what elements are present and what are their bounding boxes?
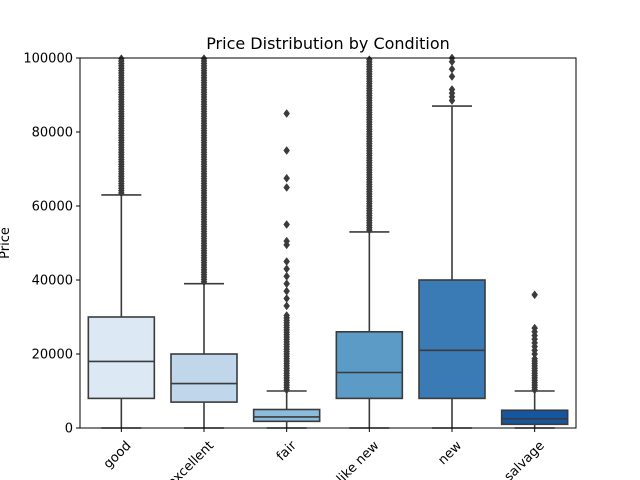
x-axis: good excellent fair like new new salvage <box>101 428 548 480</box>
axes-frame <box>79 57 577 429</box>
outlier-point <box>283 109 290 118</box>
y-tick-label: 80000 <box>32 126 73 141</box>
x-tick-label: new <box>435 438 465 468</box>
box-iqr <box>87 316 156 400</box>
x-tick-label: like new <box>334 438 383 480</box>
box-group-new <box>418 53 486 429</box>
x-tick-label: excellent <box>165 438 217 480</box>
outlier-point <box>283 294 290 303</box>
outlier-point <box>283 220 290 229</box>
outlier-point <box>448 64 456 74</box>
box-iqr <box>170 353 238 403</box>
outlier-point <box>531 290 538 300</box>
outlier-point <box>531 354 538 364</box>
outlier-point <box>283 236 290 246</box>
y-tick-label: 20000 <box>32 348 73 363</box>
outlier-point <box>283 264 290 274</box>
box-group-fair <box>252 109 321 429</box>
y-tick-label: 100000 <box>23 52 73 67</box>
y-tick-label: 0 <box>65 422 73 437</box>
outlier-point <box>200 54 208 64</box>
outlier-point <box>283 257 290 266</box>
x-tick-label: good <box>101 438 135 472</box>
box-iqr <box>252 408 321 423</box>
chart-title: Price Distribution by Condition <box>206 34 450 53</box>
y-tick-label: 60000 <box>32 200 73 215</box>
y-tick-label: 40000 <box>32 274 73 289</box>
outlier-point <box>283 183 290 192</box>
box-group-salvage <box>500 290 569 429</box>
box-iqr <box>418 279 486 400</box>
y-axis: 0 20000 40000 60000 80000 100000 <box>23 52 80 437</box>
y-axis-label: Price <box>0 227 13 259</box>
outlier-point <box>283 286 290 296</box>
box-iqr <box>335 330 404 400</box>
x-tick-label: fair <box>274 438 300 464</box>
outlier-point <box>448 85 456 94</box>
x-tick-label: salvage <box>502 438 548 480</box>
outlier-point <box>283 271 290 281</box>
box-group-good <box>87 54 156 429</box>
outlier-point <box>283 279 290 289</box>
box-group-like-new <box>335 55 404 429</box>
outlier-point <box>283 301 290 311</box>
outlier-point <box>283 311 290 320</box>
outlier-point <box>448 72 456 81</box>
outlier-point <box>118 54 125 64</box>
outlier-point <box>531 323 538 333</box>
box-iqr <box>500 409 569 426</box>
plot-area <box>87 53 569 429</box>
outlier-point <box>283 173 290 183</box>
outlier-point <box>283 146 290 155</box>
box-group-excellent <box>170 54 238 429</box>
